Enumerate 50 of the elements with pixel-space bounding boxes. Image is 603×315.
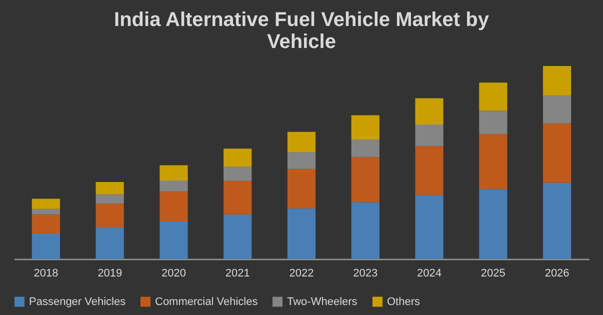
legend-label: Others (387, 296, 421, 308)
bar (351, 140, 380, 158)
bar (415, 146, 444, 196)
bar (479, 110, 508, 134)
bar (96, 228, 124, 259)
bar (543, 96, 572, 124)
bar (224, 214, 252, 259)
bar (287, 168, 316, 208)
bar (96, 204, 124, 228)
bar (351, 202, 380, 259)
bar (287, 132, 316, 152)
chart-title: India Alternative Fuel Vehicle Market by Vehicle (114, 9, 490, 53)
bar (287, 208, 316, 259)
bar (224, 148, 252, 167)
bar (96, 182, 124, 194)
bar (415, 195, 444, 259)
bar (160, 222, 188, 259)
x-tick-label: 2018 (34, 268, 58, 280)
legend-label: Passenger Vehicles (29, 296, 126, 308)
x-tick-label: 2019 (98, 268, 122, 280)
legend-label: Commercial Vehicles (155, 296, 258, 308)
bar (160, 165, 188, 180)
bar (479, 82, 508, 111)
bar (415, 98, 444, 124)
x-tick-label: 2022 (289, 268, 314, 280)
bar (543, 123, 572, 183)
x-tick-label: 2025 (480, 268, 506, 280)
bar (160, 180, 188, 192)
bar (224, 180, 252, 214)
bar (479, 189, 508, 259)
bar (351, 157, 380, 202)
bar (32, 208, 60, 214)
x-tick-label: 2020 (161, 268, 186, 280)
bar (415, 124, 444, 146)
legend-label: Two-Wheelers (287, 296, 358, 308)
x-tick-label: 2026 (544, 268, 570, 280)
bar (32, 198, 60, 209)
bar (224, 166, 252, 181)
x-tick-label: 2023 (353, 268, 378, 280)
bar (479, 134, 508, 190)
bar (96, 194, 124, 204)
bar (160, 192, 188, 222)
x-tick-label: 2024 (417, 268, 442, 280)
bar (543, 66, 572, 96)
bar (32, 214, 60, 234)
x-tick-label: 2021 (225, 268, 250, 280)
bar (287, 152, 316, 169)
bar (351, 115, 380, 140)
bar (32, 234, 60, 259)
bar (543, 182, 572, 259)
